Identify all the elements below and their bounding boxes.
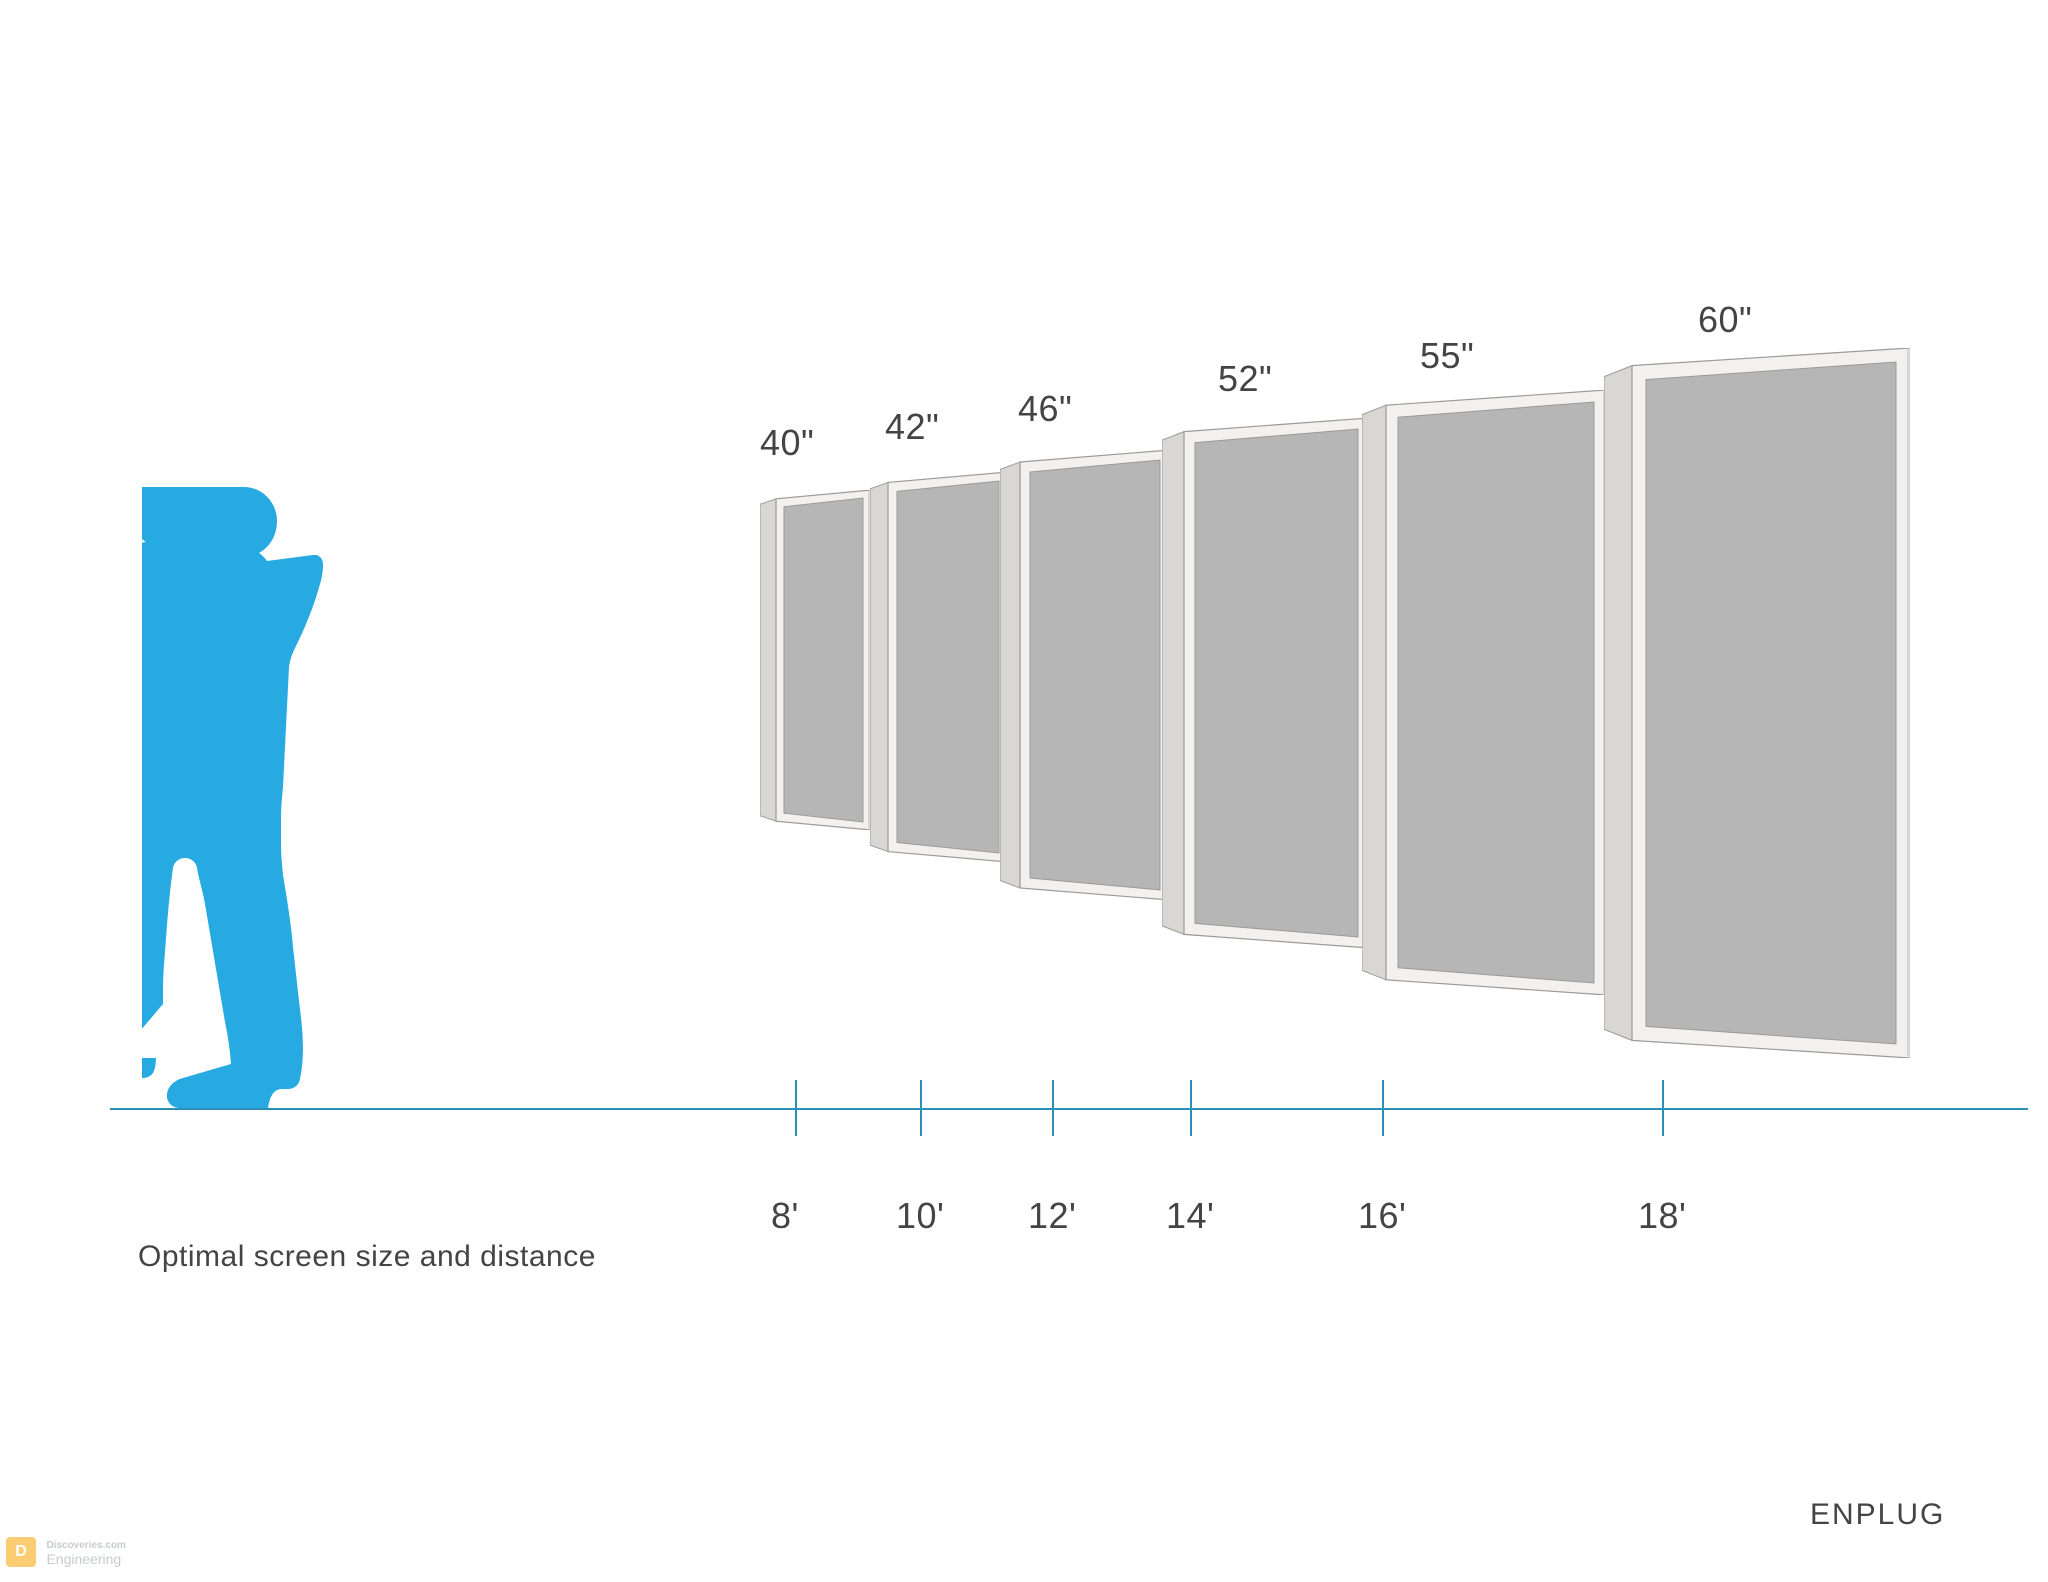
brand-label: ENPLUG [1810,1498,1945,1532]
watermark-text: Discoveries.com Engineering [46,1536,126,1568]
distance-label: 10' [896,1195,944,1237]
screen-size-label: 46" [1018,388,1072,430]
diagram-canvas: 8' 40" 10' 42" 12' 46" [0,0,2048,1582]
axis-tick [795,1080,797,1136]
distance-label: 16' [1358,1195,1406,1237]
distance-label: 18' [1638,1195,1686,1237]
watermark-top: Discoveries.com [46,1540,126,1551]
screen-display-icon [870,472,1008,862]
screen-size-label: 52" [1218,358,1272,400]
distance-label: 12' [1028,1195,1076,1237]
axis-tick [1382,1080,1384,1136]
screen-display-icon [760,490,871,830]
distance-label: 14' [1166,1195,1214,1237]
watermark-bottom: Engineering [46,1551,121,1567]
axis-tick [1052,1080,1054,1136]
person-silhouette-icon [142,487,342,1113]
watermark: D Discoveries.com Engineering [6,1536,126,1568]
screen-size-label: 40" [760,422,814,464]
axis-tick [1190,1080,1192,1136]
person-path [142,487,323,1108]
screen-size-label: 60" [1698,299,1752,341]
screen-display-icon [1604,348,1910,1058]
axis-tick [1662,1080,1664,1136]
screen-display-icon [1162,418,1369,948]
distance-label: 8' [771,1195,799,1237]
screen-display-icon [1000,450,1170,900]
watermark-badge-icon: D [6,1537,36,1567]
caption-text: Optimal screen size and distance [138,1240,596,1274]
screen-display-icon [1362,390,1606,995]
screen-size-label: 42" [885,406,939,448]
axis-tick [920,1080,922,1136]
screen-size-label: 55" [1420,335,1474,377]
axis-line [110,1108,2028,1110]
